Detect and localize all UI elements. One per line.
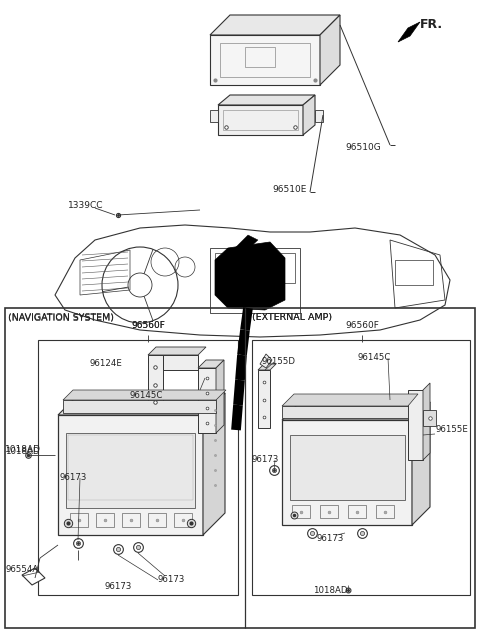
Text: 96560F: 96560F xyxy=(345,321,379,330)
Bar xyxy=(290,435,405,500)
Polygon shape xyxy=(63,400,216,413)
Text: (EXTERNAL AMP): (EXTERNAL AMP) xyxy=(252,313,332,322)
Polygon shape xyxy=(235,235,258,252)
Polygon shape xyxy=(320,15,340,85)
Polygon shape xyxy=(63,390,226,400)
Text: FR.: FR. xyxy=(420,18,443,31)
Polygon shape xyxy=(148,347,206,355)
Polygon shape xyxy=(282,406,408,418)
Polygon shape xyxy=(163,355,198,370)
Bar xyxy=(38,340,238,595)
Bar xyxy=(96,513,114,527)
Bar xyxy=(223,110,298,130)
Bar xyxy=(376,505,394,518)
Text: 96173: 96173 xyxy=(252,456,279,465)
Text: 96510E: 96510E xyxy=(272,186,306,195)
Text: 1018AD: 1018AD xyxy=(5,446,41,454)
Bar xyxy=(320,505,338,518)
Polygon shape xyxy=(218,95,315,105)
Text: 1339CC: 1339CC xyxy=(68,200,104,209)
Polygon shape xyxy=(22,568,45,585)
Bar xyxy=(252,340,470,595)
Text: 1018AD: 1018AD xyxy=(313,586,347,595)
Bar xyxy=(5,308,475,628)
Text: 96560F: 96560F xyxy=(131,321,165,330)
Polygon shape xyxy=(282,394,418,406)
Text: 96554A: 96554A xyxy=(6,566,39,574)
Text: 96560F: 96560F xyxy=(131,321,165,330)
Polygon shape xyxy=(423,410,436,426)
Text: 96124E: 96124E xyxy=(90,358,123,367)
Bar xyxy=(220,43,310,77)
Text: (EXTERNAL AMP): (EXTERNAL AMP) xyxy=(252,313,332,322)
Bar xyxy=(348,505,366,518)
Text: 96173: 96173 xyxy=(158,576,185,585)
Bar xyxy=(210,110,218,122)
Bar xyxy=(122,513,140,527)
Polygon shape xyxy=(260,354,272,368)
Text: (NAVIGATION SYSTEM): (NAVIGATION SYSTEM) xyxy=(8,314,114,323)
Text: 96510G: 96510G xyxy=(345,143,381,152)
Bar xyxy=(68,435,193,500)
Text: 96145C: 96145C xyxy=(358,353,391,362)
Text: 96155E: 96155E xyxy=(436,425,469,435)
Polygon shape xyxy=(303,95,315,135)
Polygon shape xyxy=(210,15,340,35)
Text: 96173: 96173 xyxy=(104,582,132,591)
Polygon shape xyxy=(412,402,430,525)
Polygon shape xyxy=(58,415,203,535)
Polygon shape xyxy=(148,355,163,410)
Polygon shape xyxy=(58,393,225,415)
Polygon shape xyxy=(408,390,423,460)
Polygon shape xyxy=(203,393,225,535)
Text: (NAVIGATION SYSTEM): (NAVIGATION SYSTEM) xyxy=(8,313,114,322)
Bar xyxy=(148,513,166,527)
Bar xyxy=(70,513,88,527)
Bar xyxy=(174,513,192,527)
Polygon shape xyxy=(198,368,216,433)
Bar xyxy=(315,110,323,122)
Polygon shape xyxy=(216,360,224,433)
Text: 96173: 96173 xyxy=(60,473,87,482)
Polygon shape xyxy=(215,242,285,310)
Bar xyxy=(210,248,300,313)
Polygon shape xyxy=(282,402,430,420)
Polygon shape xyxy=(258,364,276,370)
Bar xyxy=(292,505,310,518)
Polygon shape xyxy=(210,35,320,85)
Text: 96145C: 96145C xyxy=(130,391,163,399)
Polygon shape xyxy=(423,383,430,460)
Text: 96155D: 96155D xyxy=(262,358,296,367)
Bar xyxy=(245,47,275,67)
Polygon shape xyxy=(258,370,270,428)
Bar xyxy=(215,253,295,283)
Polygon shape xyxy=(398,22,420,42)
Text: 96173: 96173 xyxy=(316,534,344,543)
Bar xyxy=(395,260,433,285)
Polygon shape xyxy=(282,420,412,525)
Bar xyxy=(66,433,195,508)
Polygon shape xyxy=(198,360,224,368)
Polygon shape xyxy=(218,105,303,135)
Text: 1018AD: 1018AD xyxy=(5,447,39,456)
